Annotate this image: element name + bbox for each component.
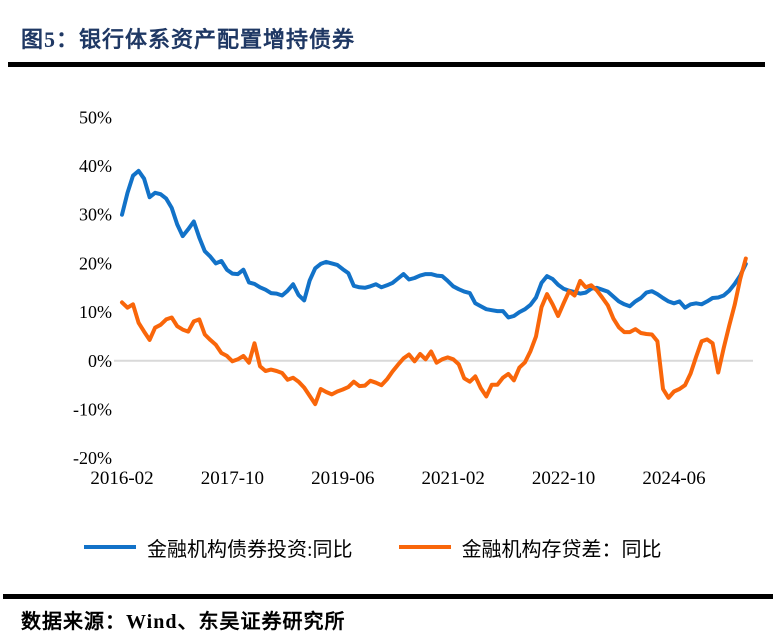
series-line-bond-investment-yoy: [120, 168, 748, 320]
top-divider-rule: [8, 62, 765, 67]
legend-item-deposit-loan-gap: 金融机构存贷差：同比: [398, 533, 662, 562]
x-axis-tick: 2019-06: [311, 468, 374, 489]
y-axis-tick: 0%: [88, 351, 112, 371]
y-axis-tick: 30%: [79, 205, 112, 225]
y-axis-tick: 10%: [79, 302, 112, 322]
blue-line-swatch-icon: [84, 545, 136, 549]
x-axis-tick: 2017-10: [201, 468, 264, 489]
orange-line-swatch-icon: [398, 545, 451, 549]
y-axis-tick: 50%: [79, 107, 112, 127]
legend-item-bond-investment: 金融机构债券投资:同比: [84, 533, 353, 562]
x-axis-tick: 2016-02: [90, 468, 153, 489]
legend-label-bond-investment: 金融机构债券投资:同比: [147, 538, 353, 561]
figure-title: 图5：银行体系资产配置增持债券: [21, 27, 356, 52]
bottom-divider-rule: [3, 594, 773, 599]
y-axis-tick: -20%: [73, 448, 112, 468]
x-axis-tick: 2022-10: [532, 468, 595, 489]
series-line-deposit-loan-gap-yoy: [120, 256, 748, 407]
legend-label-deposit-loan-gap: 金融机构存贷差：同比: [461, 538, 662, 561]
x-axis-tick: 2024-06: [642, 468, 705, 489]
y-axis-tick: 40%: [79, 156, 112, 176]
chart-legend: 金融机构债券投资:同比 金融机构存贷差：同比: [84, 533, 744, 562]
y-axis-tick: -10%: [73, 400, 112, 420]
x-axis-tick: 2021-02: [422, 468, 485, 489]
data-source-text: 数据来源：Wind、东吴证券研究所: [21, 611, 346, 633]
y-axis-tick: 20%: [79, 253, 112, 273]
